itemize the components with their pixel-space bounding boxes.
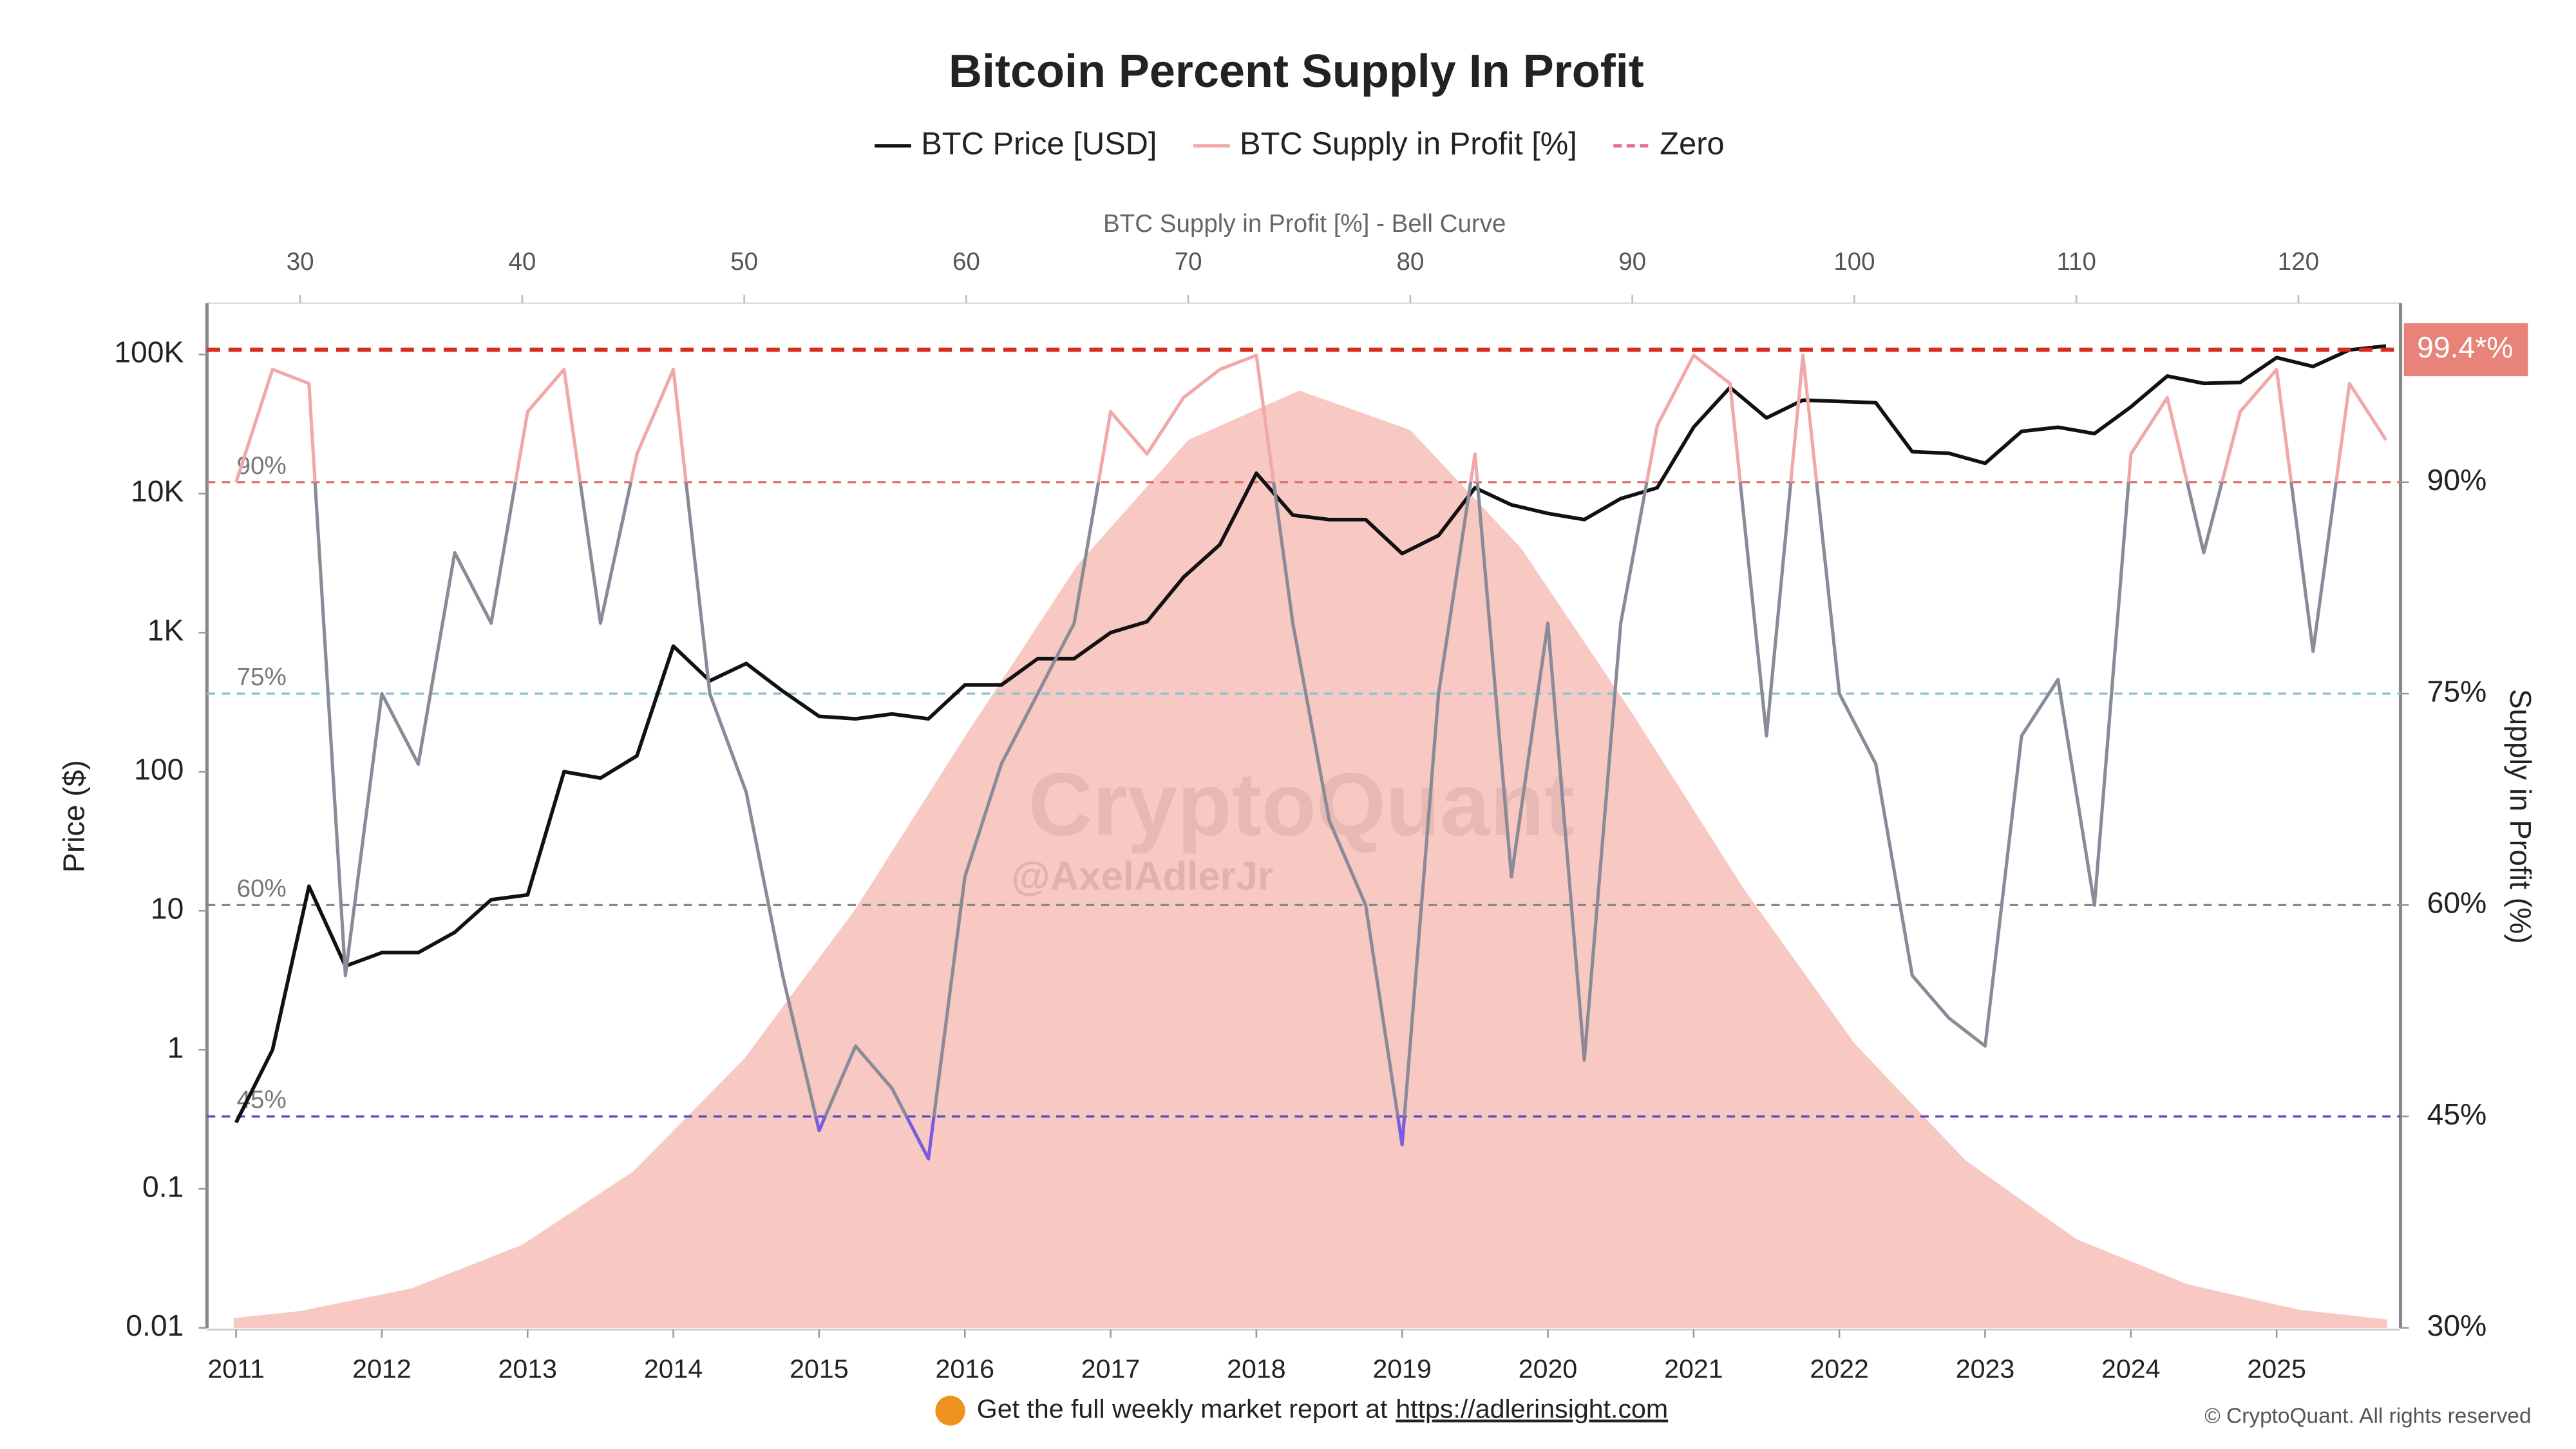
y-tick-label: 10K [131, 475, 184, 508]
chart-title: Bitcoin Percent Supply In Profit [949, 46, 1644, 97]
x2-tick-label: 110 [2056, 248, 2096, 276]
y-tick-label: 0.1 [142, 1170, 184, 1203]
x2-tick-label: 120 [2278, 248, 2319, 276]
watermark: CryptoQuant [1028, 755, 1574, 855]
level-label: 75% [237, 663, 287, 691]
x-tick-label: 2018 [1227, 1354, 1286, 1384]
y2-axis-label: Supply in Profit (%) [2504, 689, 2537, 944]
legend-label: BTC Supply in Profit [%] [1240, 126, 1577, 161]
y-tick-label: 100K [114, 336, 184, 369]
x-tick-label: 2023 [1956, 1354, 2015, 1384]
x-tick-label: 2022 [1810, 1354, 1869, 1384]
y2-tick-label: 30% [2427, 1309, 2487, 1342]
watermark-handle: @AxelAdlerJr [1012, 855, 1273, 899]
top-axis-label: BTC Supply in Profit [%] - Bell Curve [1103, 210, 1506, 238]
y2-tick-label: 75% [2427, 674, 2487, 708]
bell-curve-area [233, 390, 2387, 1329]
y-tick-label: 0.01 [126, 1309, 184, 1342]
copyright: © CryptoQuant. All rights reserved [2204, 1405, 2531, 1428]
y-tick-label: 100 [134, 753, 184, 786]
y2-tick-label: 45% [2427, 1097, 2487, 1131]
x-tick-label: 2013 [498, 1354, 557, 1384]
legend-item: BTC Price [USD] [875, 126, 1157, 161]
legend-label: BTC Price [USD] [921, 126, 1157, 161]
level-label: 45% [237, 1086, 287, 1114]
level-label: 60% [237, 875, 287, 902]
legend-label: Zero [1660, 126, 1724, 161]
x-tick-label: 2014 [644, 1354, 703, 1384]
highlight-label: 99.4*% [2417, 330, 2513, 364]
y-tick-label: 1K [147, 614, 184, 647]
y-axis-label: Price ($) [57, 760, 90, 873]
x2-tick-label: 30 [287, 248, 314, 276]
y-tick-label: 1 [167, 1030, 184, 1064]
x-tick-label: 2019 [1372, 1354, 1432, 1384]
legend-item: BTC Supply in Profit [%] [1193, 126, 1577, 161]
x-tick-label: 2012 [352, 1354, 412, 1384]
x-tick-label: 2021 [1664, 1354, 1723, 1384]
footer-text: Get the full weekly market report at [977, 1394, 1388, 1423]
highlight-badge [2403, 323, 2528, 377]
x2-tick-label: 70 [1175, 248, 1202, 276]
x2-tick-label: 100 [1833, 248, 1875, 276]
x2-tick-label: 60 [952, 248, 980, 276]
x2-tick-label: 40 [508, 248, 536, 276]
footer-link[interactable]: https://adlerinsight.com [1396, 1394, 1668, 1423]
y-tick-label: 10 [151, 891, 184, 925]
x2-tick-label: 50 [730, 248, 758, 276]
series-line [234, 344, 2387, 1124]
x-tick-label: 2016 [935, 1354, 994, 1384]
x-tick-label: 2011 [207, 1354, 264, 1384]
footer-icon [935, 1396, 965, 1426]
x-tick-label: 2015 [790, 1354, 848, 1384]
y2-tick-label: 90% [2427, 463, 2487, 497]
x2-tick-label: 80 [1396, 248, 1424, 276]
y2-tick-label: 60% [2427, 886, 2487, 920]
x-tick-label: 2020 [1519, 1354, 1578, 1384]
x-tick-label: 2025 [2247, 1354, 2306, 1384]
legend-item: Zero [1613, 126, 1725, 161]
x2-tick-label: 90 [1618, 248, 1646, 276]
x-tick-label: 2024 [2101, 1354, 2161, 1384]
x-tick-label: 2017 [1081, 1354, 1141, 1384]
series-line [234, 354, 2388, 1160]
